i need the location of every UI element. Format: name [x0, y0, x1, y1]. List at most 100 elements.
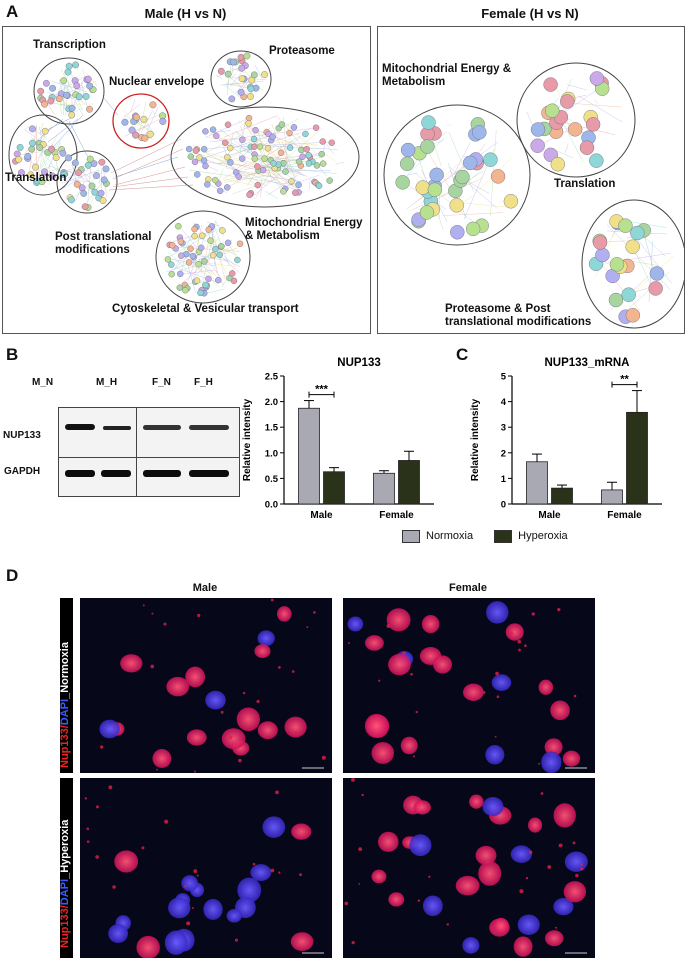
- network-node: [490, 169, 506, 184]
- network-node: [81, 203, 89, 211]
- cluster-label-mito: Mitochondrial Energy & Metabolism: [245, 217, 363, 243]
- network-node: [239, 155, 246, 162]
- network-node: [224, 239, 232, 247]
- network-node: [72, 61, 80, 69]
- network-node: [68, 111, 76, 119]
- cluster-label-female-proteasome-line1: Proteasome & Post: [445, 303, 551, 315]
- network-node: [193, 277, 201, 284]
- network-node: [100, 176, 108, 184]
- network-node: [305, 160, 313, 167]
- network-node: [315, 182, 323, 189]
- row-label-band-hyperoxia: Nup133/DAPI_Hyperoxia: [59, 778, 73, 958]
- cell-nucleus: [257, 721, 278, 740]
- network-node: [175, 223, 182, 230]
- network-node: [420, 139, 435, 154]
- network-node: [224, 70, 232, 78]
- network-node: [319, 160, 327, 167]
- network-node: [264, 145, 272, 152]
- network-node: [60, 171, 68, 178]
- network-node: [192, 147, 200, 154]
- mrna-significance-label: **: [620, 374, 629, 386]
- cell-nucleus: [486, 601, 509, 624]
- legend-label-normoxia: Normoxia: [426, 530, 474, 543]
- network-node: [29, 125, 36, 133]
- cell-nucleus: [505, 623, 524, 641]
- network-node: [415, 180, 430, 195]
- cell-nucleus: [388, 892, 405, 907]
- network-node: [18, 169, 25, 176]
- male-network-graphic: [8, 50, 360, 304]
- network-node: [102, 165, 110, 173]
- mrna-x-tick-label: Male: [538, 510, 561, 520]
- network-node: [649, 266, 665, 281]
- cell-nucleus: [553, 803, 576, 828]
- network-node: [164, 256, 172, 263]
- network-node: [245, 120, 252, 127]
- network-node: [277, 149, 285, 157]
- fluorescent-speck: [150, 664, 155, 669]
- network-node: [205, 226, 212, 233]
- cluster-label-mito-line1: Mitochondrial Energy: [245, 217, 363, 229]
- network-node: [80, 190, 88, 197]
- cell-nucleus: [120, 654, 143, 673]
- cluster-label-female-mito-line2: Metabolism: [382, 76, 446, 88]
- fluorescent-speck: [142, 604, 145, 607]
- network-node: [141, 134, 149, 142]
- network-node: [236, 240, 244, 247]
- network-node: [247, 85, 255, 93]
- network-node: [303, 146, 310, 153]
- network-node: [251, 143, 258, 150]
- network-node: [197, 289, 204, 297]
- network-node: [191, 158, 199, 166]
- cell-nucleus: [262, 816, 286, 838]
- cell-nucleus: [462, 683, 484, 701]
- network-node: [209, 126, 217, 133]
- cluster-label-ptm: Post translational modifications: [55, 231, 152, 257]
- fluorescent-speck: [580, 863, 583, 866]
- network-node: [64, 68, 72, 76]
- fluorescent-speck: [238, 758, 242, 763]
- fluorescent-speck: [95, 855, 99, 859]
- fluorescent-speck: [299, 873, 302, 877]
- legend-swatch-normoxia: [402, 530, 420, 543]
- network-node: [483, 152, 498, 167]
- legend-swatch-hyperoxia: [494, 530, 513, 543]
- network-node: [42, 79, 50, 87]
- network-node: [222, 139, 229, 147]
- protein-y-tick-label: 1.0: [265, 448, 278, 459]
- cell-nucleus: [513, 936, 533, 957]
- cell-nucleus: [550, 700, 570, 721]
- cell-nucleus: [371, 742, 394, 764]
- mrna-bar-hyperoxia-male: [551, 487, 573, 505]
- network-node: [73, 82, 81, 90]
- fluorescent-speck: [361, 793, 364, 797]
- network-node: [191, 232, 198, 240]
- cluster-label-female-proteasome-line2: translational modifications: [445, 316, 592, 328]
- fluorescent-speck: [558, 843, 563, 848]
- network-node: [429, 167, 444, 183]
- cell-nucleus: [478, 861, 502, 886]
- fluorescent-speck: [141, 846, 145, 850]
- cluster-label-nuclear-envelope: Nuclear envelope: [109, 76, 205, 88]
- cell-nucleus: [371, 869, 387, 884]
- cell-nucleus: [186, 729, 207, 746]
- network-node: [41, 127, 49, 135]
- network-node: [295, 181, 302, 189]
- cell-nucleus: [517, 914, 540, 935]
- fluorescent-speck: [252, 862, 256, 866]
- nup133-protein-chart: NUP133 Relative intensity 0.0 0.5 1.0 1.5 2.0 2…: [242, 357, 434, 520]
- network-node: [621, 287, 636, 302]
- fluorescent-speck: [572, 841, 576, 845]
- cell-nucleus: [562, 750, 581, 767]
- network-node: [302, 130, 309, 138]
- lane-label-m-h: M_H: [96, 377, 118, 388]
- network-node: [530, 122, 546, 137]
- network-node: [230, 277, 238, 284]
- protein-y-tick-label: 0.0: [265, 500, 278, 511]
- cell-nucleus: [205, 690, 226, 710]
- network-node: [450, 225, 465, 240]
- cluster-label-mito-line2: & Metabolism: [245, 230, 320, 242]
- fluorescent-speck: [344, 901, 349, 906]
- network-node: [68, 104, 76, 112]
- network-node: [65, 154, 72, 162]
